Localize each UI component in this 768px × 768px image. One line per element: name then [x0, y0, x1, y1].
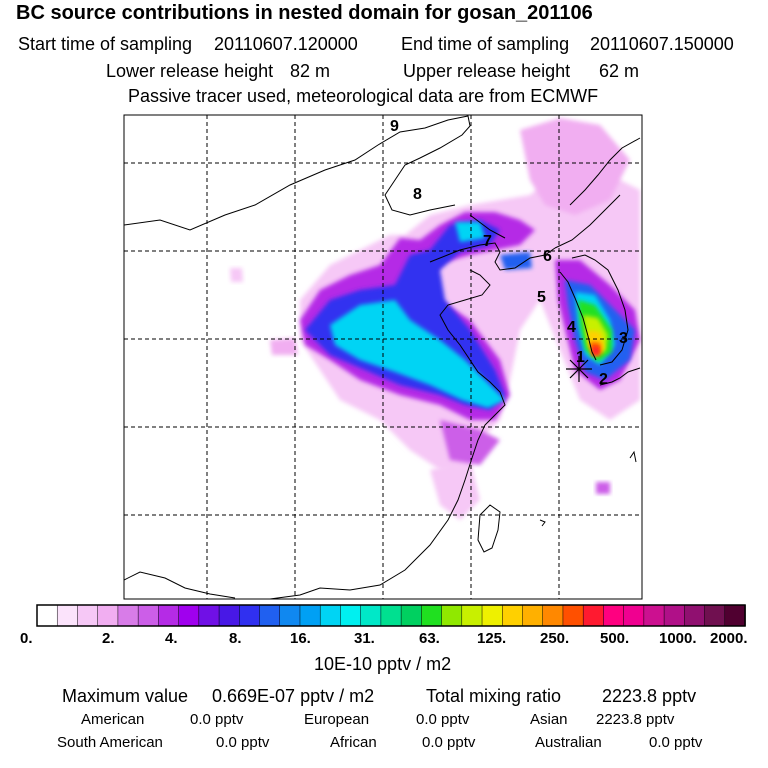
- legend-color-cell: [684, 604, 706, 627]
- region-value-african: 0.0 pptv: [422, 734, 476, 751]
- legend-tick: 1000.: [659, 630, 697, 647]
- region-name-african: African: [330, 734, 377, 751]
- point-label-4: 4: [567, 319, 576, 336]
- legend-color-cell: [56, 604, 79, 627]
- total-mixing-value: 2223.8 pptv: [602, 686, 697, 706]
- legend-tick: 31.: [354, 630, 375, 647]
- concentration-field: [230, 118, 640, 520]
- point-label-6: 6: [543, 248, 552, 265]
- point-label-3: 3: [619, 330, 628, 347]
- legend-color-cell: [218, 604, 241, 627]
- legend-color-cell: [643, 604, 665, 627]
- legend-color-cell: [380, 604, 402, 627]
- region-name-european: European: [304, 711, 370, 728]
- legend-color-cell: [178, 604, 200, 627]
- legend-tick: 4.: [165, 630, 178, 647]
- lower-release-value: 82 m: [290, 61, 331, 81]
- legend-tick: 8.: [229, 630, 242, 647]
- legend-color-cell: [704, 604, 726, 627]
- legend-tick: 500.: [600, 630, 630, 647]
- legend-color-cell: [77, 604, 99, 627]
- region-value-european: 0.0 pptv: [416, 711, 470, 728]
- legend-color-cell: [137, 604, 160, 627]
- legend-color-cell: [502, 604, 524, 627]
- region-value-asian: 2223.8 pptv: [596, 711, 675, 728]
- point-label-2: 2: [599, 371, 608, 388]
- legend-tick: 0.: [20, 630, 33, 647]
- legend-color-cell: [279, 604, 301, 627]
- coastlines: [124, 115, 641, 599]
- end-time-label: End time of sampling: [401, 34, 570, 54]
- region-value-south-american: 0.0 pptv: [216, 734, 270, 751]
- legend-color-cell: [481, 604, 504, 627]
- legend-color-cell: [360, 604, 382, 627]
- legend-color-cell: [259, 604, 281, 627]
- max-value-label: Maximum value: [62, 686, 189, 706]
- region-name-australian: Australian: [535, 734, 602, 751]
- region-value-australian: 0.0 pptv: [649, 734, 703, 751]
- upper-release-value: 62 m: [599, 61, 640, 81]
- legend-color-cell: [623, 604, 645, 627]
- end-time-value: 20110607.150000: [590, 34, 734, 54]
- region-name-asian: Asian: [530, 711, 568, 728]
- legend-color-cell: [97, 604, 119, 627]
- legend-color-cell: [198, 604, 220, 627]
- legend-color-cell: [542, 604, 564, 627]
- total-mixing-label: Total mixing ratio: [426, 686, 562, 706]
- legend-tick: 250.: [540, 630, 570, 647]
- lower-release-label: Lower release height: [106, 61, 274, 81]
- receptor-marker-icon: [566, 356, 592, 382]
- legend-color-cell: [319, 604, 342, 627]
- legend-tick: 125.: [477, 630, 507, 647]
- legend-color-cell: [340, 604, 362, 627]
- legend-unit: 10E-10 pptv / m2: [314, 654, 452, 674]
- legend-color-cell: [117, 604, 139, 627]
- legend-tick: 2.: [102, 630, 115, 647]
- legend-color-cell: [441, 604, 463, 627]
- legend-tick: 63.: [419, 630, 440, 647]
- legend-color-cell: [522, 604, 544, 627]
- upper-release-label: Upper release height: [403, 61, 571, 81]
- legend-color-cell: [239, 604, 261, 627]
- legend-tick: 16.: [290, 630, 311, 647]
- map-frame: [123, 114, 643, 600]
- legend-color-cell: [724, 604, 746, 627]
- legend-color-cell: [562, 604, 584, 627]
- legend-color-cell: [36, 604, 58, 627]
- point-label-8: 8: [413, 186, 422, 203]
- plot-title: BC source contributions in nested domain…: [16, 2, 593, 24]
- color-legend: [36, 604, 746, 627]
- plot-subtitle: Passive tracer used, meteorological data…: [128, 86, 599, 106]
- max-value: 0.669E-07 pptv / m2: [212, 686, 375, 706]
- legend-color-cell: [299, 604, 321, 627]
- legend-color-cell: [603, 604, 625, 627]
- legend-color-cell: [158, 604, 180, 627]
- legend-color-cell: [461, 604, 483, 627]
- region-name-south-american: South American: [57, 734, 163, 751]
- point-label-1: 1: [576, 349, 585, 366]
- start-time-label: Start time of sampling: [18, 34, 193, 54]
- legend-frame: [36, 604, 746, 627]
- lat-lon-grid: [124, 115, 642, 599]
- start-time-value: 20110607.120000: [214, 34, 358, 54]
- point-label-9: 9: [390, 118, 399, 135]
- legend-tick: 2000.: [710, 630, 748, 647]
- point-label-5: 5: [537, 289, 546, 306]
- region-value-american: 0.0 pptv: [190, 711, 244, 728]
- legend-color-cell: [582, 604, 605, 627]
- legend-color-cell: [400, 604, 423, 627]
- point-label-7: 7: [483, 233, 492, 250]
- legend-color-cell: [421, 604, 443, 627]
- trajectory-point-labels: 9 8 7 6 5 4 3 2 1: [390, 118, 628, 388]
- legend-color-cell: [663, 604, 686, 627]
- region-name-american: American: [81, 711, 145, 728]
